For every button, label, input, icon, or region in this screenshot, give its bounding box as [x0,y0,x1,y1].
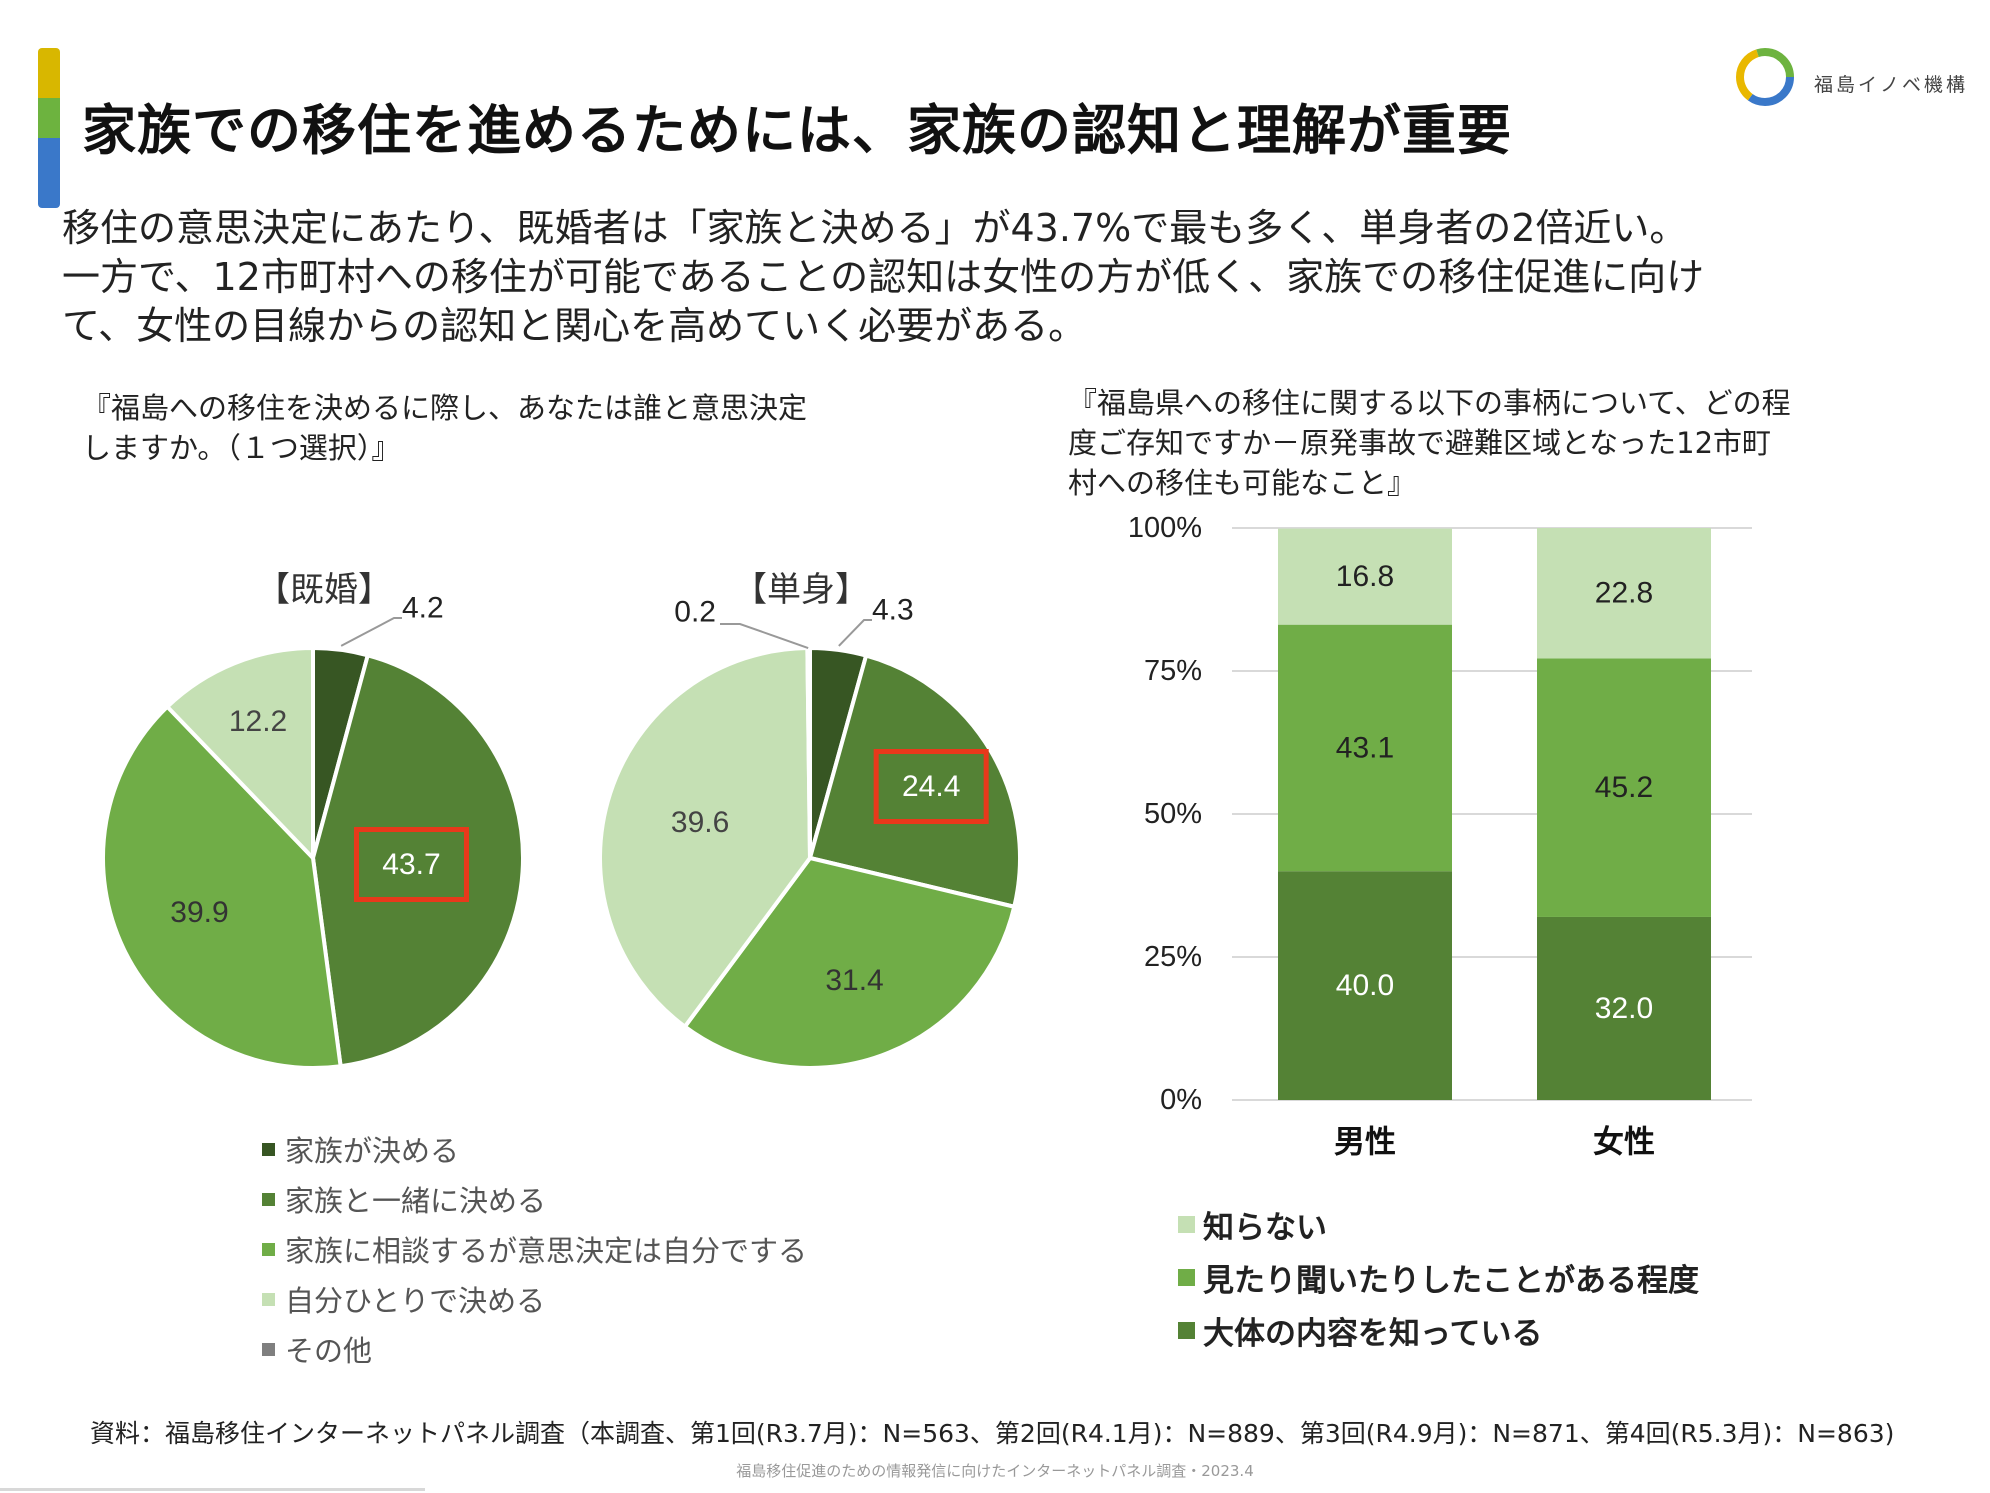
data-label: 0.2 [674,596,716,629]
pie-slice [101,703,343,1070]
lead-text: 移住の意思決定にあたり、既婚者は「家族と決める」が43.7%で最も多く、単身者の… [62,204,1942,351]
legend-label: 知らない [1203,1210,1327,1246]
legend-label: 家族が決める [285,1134,460,1168]
legend-label: 家族に相談するが意思決定は自分でする [285,1234,808,1268]
pie-slice [310,652,525,1069]
legend-swatch [262,1292,275,1306]
data-label: 22.8 [1595,577,1653,610]
legend-swatch [262,1242,275,1256]
data-label: 45.2 [1595,771,1653,804]
pie-title-married: 【既婚】 [256,570,392,610]
lead-line: 一方で、12市町村への移住が可能であることの認知は女性の方が低く、家族での移住促… [62,255,1705,299]
pie-slice [598,645,813,1030]
legend-item: 家族が決める [262,1124,807,1174]
data-label: 43.7 [382,848,440,881]
data-label: 31.4 [825,964,883,997]
legend-label: 家族と一緒に決める [285,1184,547,1218]
question-line: 村への移住も可能なこと』 [1068,466,1417,500]
page-title: 家族での移住を進めるためには、家族の認知と理解が重要 [82,99,1512,162]
legend-item: 知らない [1178,1198,1699,1251]
question-line: 『福島への移住を決めるに際し、あなたは誰と意思決定 [82,391,808,425]
legend-item: 自分ひとりで決める [262,1274,807,1324]
source-note: 資料：福島移住インターネットパネル調査（本調査、第1回(R3.7月)：N=563… [90,1419,1895,1448]
y-tick-label: 25% [1144,941,1202,973]
legend-item: 大体の内容を知っている [1178,1304,1699,1357]
logo-text: 福島イノベ機構 [1814,74,1969,96]
lead-line: て、女性の目線からの認知と関心を高めていく必要がある。 [62,304,1087,348]
data-label: 32.0 [1595,992,1653,1025]
data-label: 40.0 [1336,969,1394,1002]
data-label: 43.1 [1336,731,1394,764]
pie-slice [807,653,1022,910]
pie-title-single: 【単身】 [733,570,869,610]
legend-label: 大体の内容を知っている [1203,1316,1543,1352]
question-line: 『福島県への移住に関する以下の事柄について、どの程 [1068,386,1791,420]
leader-line [340,617,402,647]
y-tick-label: 0% [1160,1084,1202,1116]
legend-item: 家族に相談するが意思決定は自分でする [262,1224,807,1274]
title-accent-bar [38,48,60,208]
x-tick-label: 女性 [1593,1125,1655,1160]
data-label: 16.8 [1336,560,1394,593]
pie-slice [164,645,315,863]
question-line: しますか。（１つ選択）』 [82,431,401,465]
legend-swatch [262,1142,275,1156]
x-tick-label: 男性 [1334,1125,1396,1160]
bar-legend: 知らない 見たり聞いたりしたことがある程度 大体の内容を知っている [1178,1198,1699,1357]
legend-label: 見たり聞いたりしたことがある程度 [1203,1263,1699,1299]
bar-segment [1278,871,1452,1100]
y-tick-label: 50% [1144,798,1202,830]
legend-swatch [1178,1322,1195,1339]
right-question: 『福島県への移住に関する以下の事柄について、どの程 度ご存知ですか－原発事故で避… [1068,383,1791,503]
legend-swatch [1178,1216,1195,1233]
y-tick-label: 100% [1128,512,1202,544]
data-label: 4.2 [402,592,444,625]
leader-line [838,619,872,647]
bar-segment [1537,658,1711,917]
legend-item: その他 [262,1324,807,1374]
legend-swatch [262,1192,275,1206]
data-label: 39.6 [671,806,729,839]
pie-legend: 家族が決める 家族と一緒に決める 家族に相談するが意思決定は自分でする 自分ひと… [262,1124,807,1374]
pie-slice [805,645,812,859]
legend-swatch [1178,1269,1195,1286]
bar-segment [1537,916,1711,1100]
footer-divider [0,1488,425,1491]
bar-segment [1278,528,1452,625]
legend-label: 自分ひとりで決める [285,1284,546,1318]
highlight-box [353,827,469,903]
legend-item: 家族と一緒に決める [262,1174,807,1224]
bar-segment [1537,528,1711,659]
leader-line [720,623,809,649]
legend-swatch [262,1342,275,1356]
pie-slice [682,855,1017,1070]
footer: 福島移住促進のための情報発信に向けたインターネットパネル調査・2023.4 [736,1462,1254,1480]
lead-line: 移住の意思決定にあたり、既婚者は「家族と決める」が43.7%で最も多く、単身者の… [62,206,1688,250]
legend-item: 見たり聞いたりしたことがある程度 [1178,1251,1699,1304]
data-label: 24.4 [902,770,960,803]
question-line: 度ご存知ですか－原発事故で避難区域となった12市町 [1068,426,1772,460]
bar-segment [1278,624,1452,872]
data-label: 12.2 [229,705,287,738]
logo: 福島イノベ機構 [1730,42,1970,122]
y-tick-label: 75% [1144,655,1202,687]
data-label: 39.9 [170,896,228,929]
logo-ring-icon [1736,48,1794,106]
highlight-box [873,749,989,825]
data-label: 4.3 [872,594,914,627]
legend-label: その他 [285,1334,373,1368]
left-question: 『福島への移住を決めるに際し、あなたは誰と意思決定 しますか。（１つ選択）』 [82,388,807,468]
